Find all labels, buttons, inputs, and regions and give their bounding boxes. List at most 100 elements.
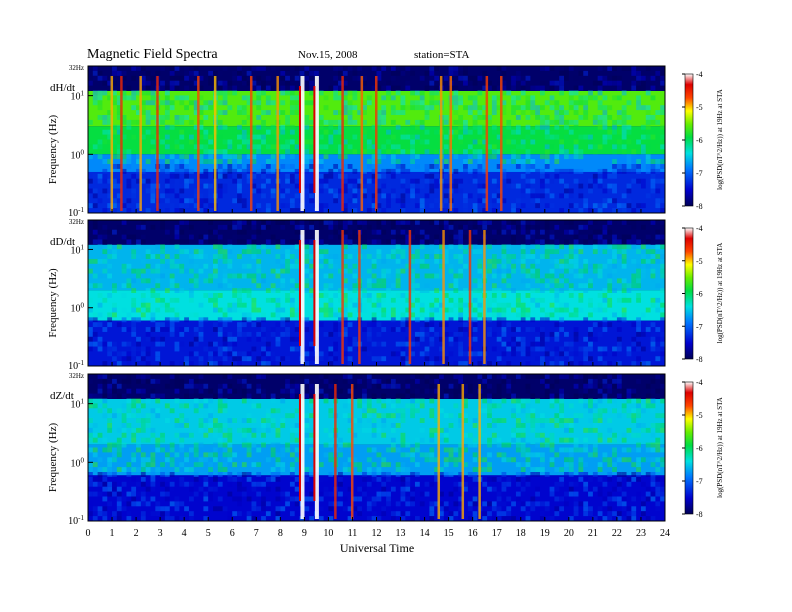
- noise-cell: [237, 268, 242, 274]
- noise-cell: [501, 403, 507, 409]
- noise-cell: [636, 408, 641, 414]
- noise-cell: [482, 220, 488, 225]
- noise-cell: [414, 90, 420, 96]
- noise-cell: [203, 293, 209, 298]
- noise-cell: [626, 283, 632, 289]
- noise-cell: [535, 356, 540, 362]
- noise-cell: [136, 418, 141, 423]
- noise-cell: [439, 408, 444, 414]
- noise-cell: [338, 312, 343, 318]
- noise-cell: [362, 472, 367, 477]
- noise-cell: [333, 378, 339, 384]
- noise-cell: [443, 472, 449, 477]
- noise-cell: [588, 511, 593, 517]
- noise-cell: [140, 183, 146, 189]
- noise-cell: [237, 293, 242, 298]
- noise-cell: [160, 168, 165, 174]
- noise-cell: [472, 278, 478, 284]
- noise-cell: [458, 239, 464, 245]
- noise-cell: [275, 516, 281, 521]
- noise-cell: [443, 307, 449, 313]
- noise-cell: [429, 447, 435, 453]
- noise-cell: [568, 203, 574, 209]
- y-tick-label: 100: [71, 302, 85, 315]
- noise-cell: [121, 134, 127, 140]
- noise-cell: [376, 173, 382, 179]
- noise-cell: [616, 297, 622, 303]
- noise-cell: [400, 100, 406, 106]
- noise-cell: [472, 139, 478, 145]
- noise-cell: [496, 105, 502, 111]
- noise-cell: [97, 388, 103, 394]
- noise-cell: [121, 263, 127, 269]
- noise-cell: [597, 90, 603, 96]
- noise-cell: [227, 452, 233, 458]
- noise-cell: [640, 511, 646, 517]
- noise-cell: [362, 110, 367, 115]
- noise-cell: [112, 346, 117, 352]
- noise-cell: [131, 164, 137, 169]
- noise-cell: [636, 476, 641, 482]
- noise-cell: [289, 203, 295, 209]
- noise-cell: [434, 198, 440, 204]
- noise-cell: [458, 124, 464, 130]
- noise-cell: [621, 193, 627, 199]
- noise-cell: [174, 346, 180, 352]
- noise-cell: [371, 356, 377, 362]
- noise-cell: [578, 168, 584, 174]
- noise-cell: [472, 297, 478, 303]
- noise-cell: [131, 254, 137, 259]
- noise-cell: [280, 203, 286, 209]
- noise-cell: [597, 398, 603, 404]
- noise-cell: [616, 486, 622, 492]
- noise-cell: [544, 336, 550, 342]
- noise-cell: [342, 154, 348, 160]
- burst-mark: [375, 76, 378, 211]
- noise-cell: [525, 149, 531, 155]
- noise-cell: [482, 139, 488, 145]
- noise-cell: [554, 361, 560, 366]
- noise-cell: [318, 388, 324, 394]
- noise-cell: [621, 244, 627, 250]
- noise-cell: [294, 66, 300, 71]
- noise-cell: [222, 452, 228, 458]
- noise-cell: [472, 80, 478, 86]
- noise-cell: [246, 393, 252, 399]
- noise-cell: [318, 159, 324, 164]
- noise-cell: [419, 244, 425, 250]
- noise-cell: [184, 220, 189, 225]
- noise-cell: [198, 66, 204, 71]
- noise-cell: [304, 244, 310, 250]
- noise-cell: [636, 268, 641, 274]
- noise-cell: [251, 418, 257, 423]
- noise-cell: [140, 356, 146, 362]
- noise-cell: [549, 418, 555, 423]
- noise-cell: [410, 452, 415, 458]
- noise-cell: [583, 224, 589, 230]
- noise-cell: [549, 361, 555, 366]
- noise-cell: [496, 322, 502, 328]
- noise-cell: [280, 307, 286, 313]
- noise-cell: [140, 268, 146, 274]
- noise-cell: [376, 224, 382, 230]
- noise-cell: [400, 258, 406, 264]
- noise-cell: [376, 110, 382, 115]
- noise-cell: [217, 183, 223, 189]
- noise-cell: [549, 447, 555, 453]
- noise-cell: [588, 427, 593, 433]
- noise-cell: [251, 427, 257, 433]
- noise-cell: [333, 356, 339, 362]
- noise-cell: [453, 501, 459, 507]
- noise-cell: [544, 129, 550, 135]
- noise-cell: [515, 312, 521, 318]
- noise-cell: [92, 75, 98, 81]
- noise-cell: [136, 188, 141, 194]
- noise-cell: [304, 66, 310, 71]
- noise-cell: [564, 437, 569, 443]
- noise-cell: [410, 278, 415, 284]
- noise-cell: [419, 263, 425, 269]
- noise-cell: [443, 249, 449, 255]
- noise-cell: [395, 383, 401, 389]
- noise-cell: [386, 383, 391, 389]
- noise-cell: [97, 198, 103, 204]
